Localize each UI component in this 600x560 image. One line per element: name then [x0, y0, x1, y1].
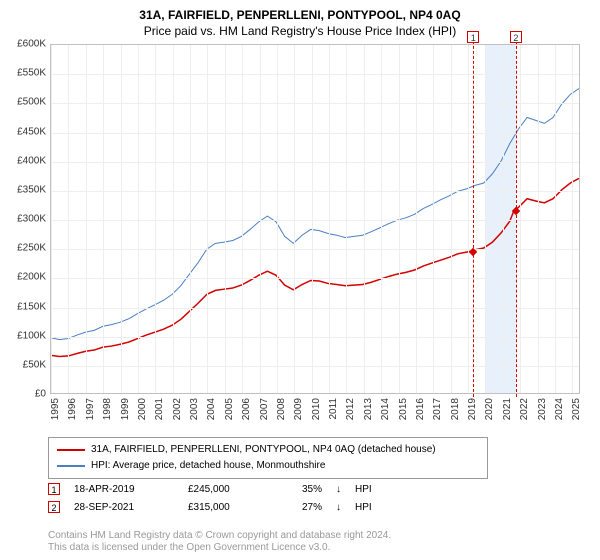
x-tick-label: 2000 [137, 398, 148, 420]
event-row: 2 28-SEP-2021 £315,000 27% ↓ HPI [48, 498, 372, 516]
chart-area: £0£50K£100K£150K£200K£250K£300K£350K£400… [40, 44, 600, 424]
event-number-box: 1 [48, 483, 60, 495]
y-tick-label: £450K [17, 126, 46, 137]
footer-attribution: Contains HM Land Registry data © Crown c… [48, 530, 391, 554]
legend-label: 31A, FAIRFIELD, PENPERLLENI, PONTYPOOL, … [91, 442, 436, 458]
event-number-box: 2 [48, 501, 60, 513]
events-table: 1 18-APR-2019 £245,000 35% ↓ HPI 2 28-SEP-2021 £… [48, 480, 372, 516]
event-date: 28-SEP-2021 [74, 502, 174, 513]
x-tick-label: 2014 [380, 398, 391, 420]
legend-swatch [57, 465, 85, 467]
y-tick-label: £500K [17, 97, 46, 108]
reference-line [473, 31, 474, 397]
x-tick-label: 2005 [224, 398, 235, 420]
y-tick-label: £600K [17, 39, 46, 50]
x-tick-label: 1999 [120, 398, 131, 420]
x-tick-label: 2015 [398, 398, 409, 420]
chart-title: 31A, FAIRFIELD, PENPERLLENI, PONTYPOOL, … [0, 0, 600, 22]
legend-swatch [57, 449, 85, 451]
x-tick-label: 2006 [241, 398, 252, 420]
x-tick-label: 2019 [467, 398, 478, 420]
x-tick-label: 2010 [311, 398, 322, 420]
y-tick-label: £150K [17, 301, 46, 312]
event-row: 1 18-APR-2019 £245,000 35% ↓ HPI [48, 480, 372, 498]
event-date: 18-APR-2019 [74, 484, 174, 495]
x-tick-label: 2022 [519, 398, 530, 420]
event-percent: 35% [282, 484, 322, 495]
x-tick-label: 1995 [50, 398, 61, 420]
y-tick-label: £200K [17, 272, 46, 283]
x-tick-label: 2021 [502, 398, 513, 420]
x-tick-label: 2012 [345, 398, 356, 420]
x-tick-label: 1997 [85, 398, 96, 420]
down-arrow-icon: ↓ [336, 484, 341, 495]
line-series [51, 45, 579, 393]
x-tick-label: 2007 [259, 398, 270, 420]
x-axis: 1995 1996 1997 1998 1999 2000 2001 2002 2003 2004… [50, 394, 580, 424]
legend-label: HPI: Average price, detached house, Monm… [91, 458, 325, 474]
reference-label-box: 2 [510, 31, 522, 43]
legend-item: 31A, FAIRFIELD, PENPERLLENI, PONTYPOOL, … [57, 442, 479, 458]
series-price_paid [51, 178, 579, 356]
x-tick-label: 1998 [102, 398, 113, 420]
y-axis: £0£50K£100K£150K£200K£250K£300K£350K£400… [0, 44, 48, 394]
y-tick-label: £400K [17, 155, 46, 166]
x-tick-label: 2009 [293, 398, 304, 420]
y-tick-label: £250K [17, 243, 46, 254]
down-arrow-icon: ↓ [336, 502, 341, 513]
x-tick-label: 2020 [484, 398, 495, 420]
y-tick-label: £100K [17, 330, 46, 341]
x-tick-label: 2013 [363, 398, 374, 420]
y-tick-label: £50K [23, 359, 46, 370]
y-tick-label: £300K [17, 214, 46, 225]
x-tick-label: 2008 [276, 398, 287, 420]
footer-line-2: This data is licensed under the Open Gov… [48, 542, 391, 554]
event-price: £315,000 [188, 502, 268, 513]
x-tick-label: 1996 [67, 398, 78, 420]
x-tick-label: 2011 [328, 398, 339, 420]
x-tick-label: 2002 [172, 398, 183, 420]
y-tick-label: £550K [17, 68, 46, 79]
footer-line-1: Contains HM Land Registry data © Crown c… [48, 530, 391, 542]
legend: 31A, FAIRFIELD, PENPERLLENI, PONTYPOOL, … [48, 437, 488, 479]
x-tick-label: 2016 [415, 398, 426, 420]
event-price: £245,000 [188, 484, 268, 495]
x-tick-label: 2003 [189, 398, 200, 420]
x-tick-label: 2018 [450, 398, 461, 420]
x-tick-label: 2025 [571, 398, 582, 420]
legend-item: HPI: Average price, detached house, Monm… [57, 458, 479, 474]
series-hpi [51, 89, 579, 340]
event-vs-label: HPI [355, 484, 372, 495]
x-tick-label: 2017 [432, 398, 443, 420]
x-tick-label: 2004 [206, 398, 217, 420]
x-tick-label: 2001 [154, 398, 165, 420]
x-tick-label: 2024 [554, 398, 565, 420]
plot-area: 12 [50, 44, 580, 394]
event-percent: 27% [282, 502, 322, 513]
y-tick-label: £0 [35, 389, 46, 400]
event-vs-label: HPI [355, 502, 372, 513]
reference-label-box: 1 [467, 31, 479, 43]
y-tick-label: £350K [17, 184, 46, 195]
x-tick-label: 2023 [537, 398, 548, 420]
